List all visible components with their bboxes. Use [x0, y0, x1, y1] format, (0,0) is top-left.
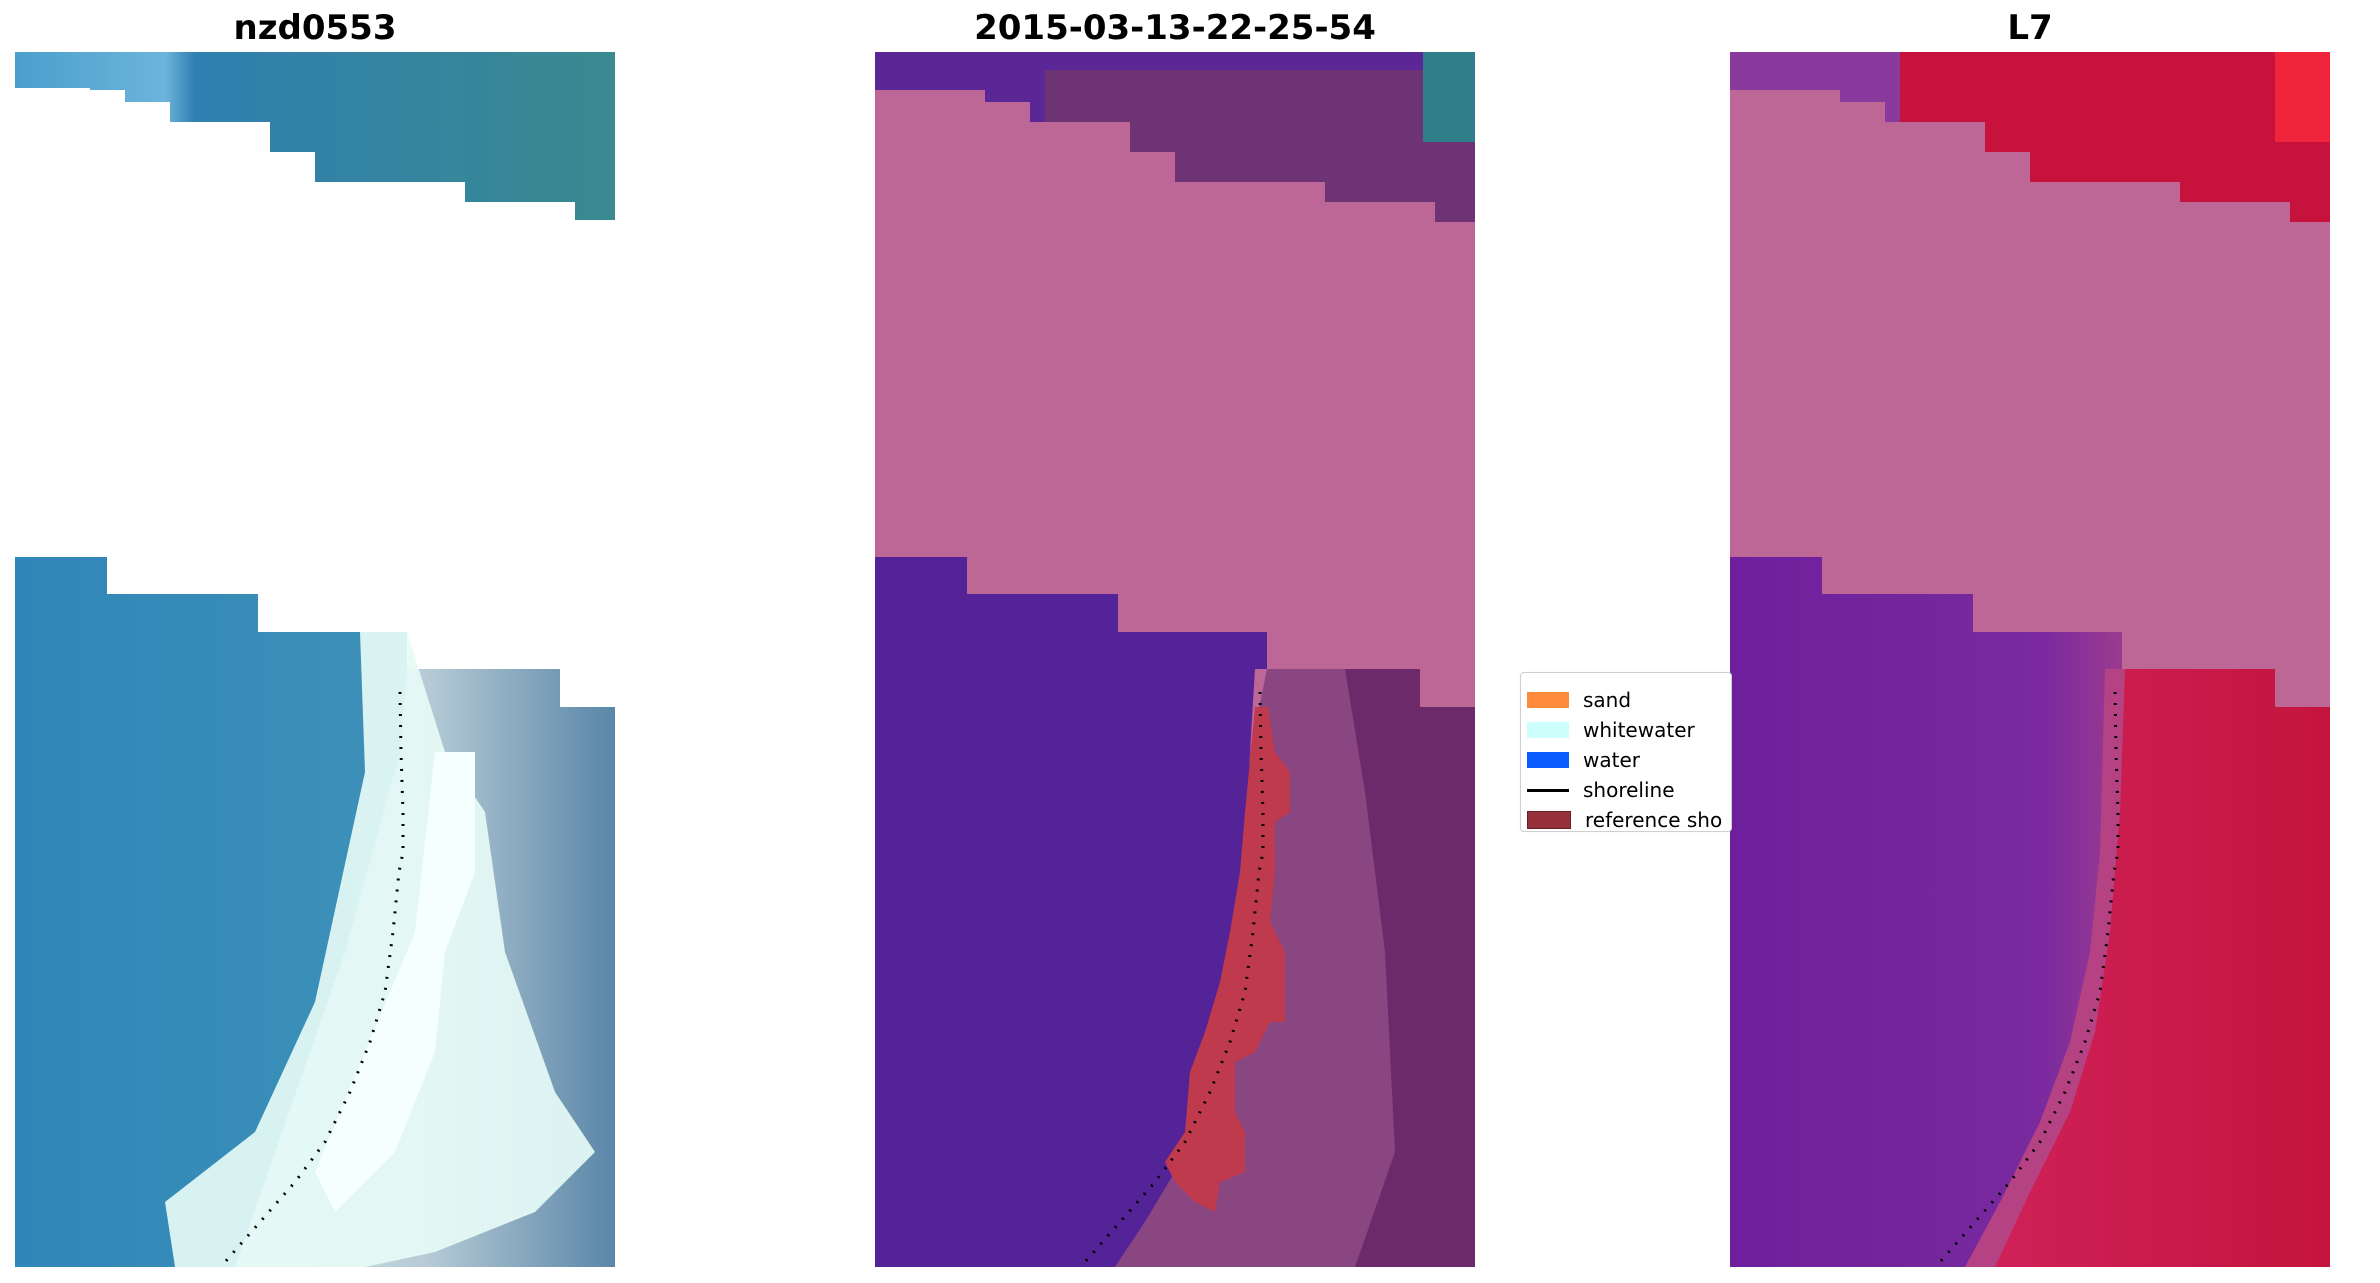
rgb-image: [15, 52, 615, 1267]
water-swatch: [1527, 752, 1569, 768]
legend-label: water: [1583, 748, 1640, 772]
rgb-top-strip: [15, 52, 615, 220]
classified-image: [875, 52, 1475, 1267]
rgb-whitewater-region: [165, 632, 595, 1267]
index-top-corner: [2275, 52, 2330, 142]
classified-image-panel: [875, 52, 1475, 1267]
legend-item-water: water: [1527, 746, 1640, 774]
panel-title-image: nzd0553: [233, 8, 397, 48]
classified-land-dark: [1345, 669, 1475, 1267]
legend-label: whitewater: [1583, 718, 1695, 742]
panel-title-date: 2015-03-13-22-25-54: [974, 8, 1376, 48]
legend-label: reference sho: [1585, 808, 1723, 832]
panel-title-satellite: L7: [2007, 8, 2053, 48]
classified-water-region: [875, 557, 1267, 1267]
index-water-region: [1730, 557, 2122, 1267]
legend-item-whitewater: whitewater: [1527, 716, 1695, 744]
sand-swatch: [1527, 692, 1569, 708]
legend-label: sand: [1583, 688, 1632, 712]
index-image-panel: [1730, 52, 2330, 1267]
legend-item-shoreline: shoreline: [1527, 776, 1675, 804]
shoreline-line-icon: [1527, 788, 1569, 792]
index-image: [1730, 52, 2330, 1267]
classified-top-land: [1045, 70, 1475, 222]
index-top-land: [1900, 52, 2330, 222]
classified-top-corner: [1423, 52, 1475, 142]
legend: sand whitewater water shoreline referenc…: [1520, 672, 1732, 832]
reference-shoreline-swatch: [1527, 811, 1571, 829]
rgb-image-panel: [15, 52, 615, 1267]
legend-label: shoreline: [1583, 778, 1675, 802]
index-transition-band: [1965, 669, 2125, 1267]
whitewater-swatch: [1527, 722, 1569, 738]
classified-reference-band: [1165, 707, 1290, 1212]
legend-item-reference-shoreline: reference sho: [1527, 806, 1723, 832]
rgb-whitewater-core: [315, 752, 475, 1212]
legend-item-sand: sand: [1527, 686, 1631, 714]
